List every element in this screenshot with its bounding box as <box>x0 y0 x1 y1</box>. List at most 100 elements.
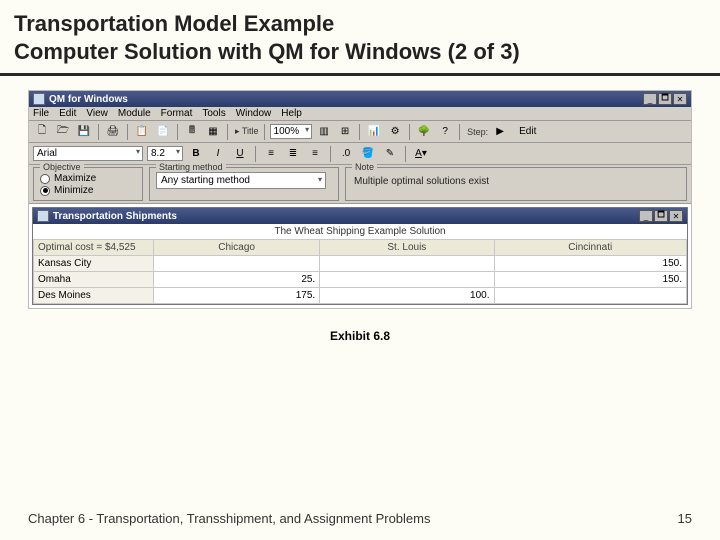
chart-icon[interactable]: 📊 <box>365 123 383 141</box>
maximize-button[interactable]: 🗖 <box>658 93 672 105</box>
menubar: File Edit View Module Format Tools Windo… <box>29 107 691 121</box>
underline-button[interactable]: U <box>231 145 249 163</box>
minimize-button[interactable]: _ <box>643 93 657 105</box>
minimize-label: Minimize <box>54 185 93 196</box>
menu-file[interactable]: File <box>33 108 49 119</box>
fontsize-combo[interactable]: 8.2 <box>147 146 183 161</box>
grid-icon[interactable]: ▥ <box>315 123 333 141</box>
help-icon[interactable]: ? <box>436 123 454 141</box>
table-header-row: Optimal cost = $4,525 Chicago St. Louis … <box>34 240 687 256</box>
app-icon <box>33 93 45 105</box>
table-icon[interactable]: ⊞ <box>336 123 354 141</box>
note-legend: Note <box>352 162 377 172</box>
print-icon[interactable]: 🖨 <box>104 123 122 141</box>
menu-view[interactable]: View <box>86 108 108 119</box>
separator <box>330 146 331 162</box>
subwindow-titlebar: Transportation Shipments _ 🗖 ✕ <box>33 208 687 224</box>
shipments-table: Optimal cost = $4,525 Chicago St. Louis … <box>33 239 687 304</box>
menu-help[interactable]: Help <box>281 108 302 119</box>
menu-module[interactable]: Module <box>118 108 151 119</box>
edit-button[interactable]: Edit <box>512 123 543 141</box>
menu-format[interactable]: Format <box>161 108 193 119</box>
save-icon[interactable]: 💾 <box>75 123 93 141</box>
maximize-radio[interactable] <box>40 174 50 184</box>
starting-legend: Starting method <box>156 162 226 172</box>
decimal-icon[interactable]: .0 <box>337 145 355 163</box>
note-text: Multiple optimal solutions exist <box>352 172 680 191</box>
separator <box>227 124 228 140</box>
calc-icon[interactable]: 🖩 <box>183 123 201 141</box>
starting-combo[interactable]: Any starting method <box>156 172 326 189</box>
footer-left: Chapter 6 - Transportation, Transshipmen… <box>28 511 430 526</box>
objective-legend: Objective <box>40 162 84 172</box>
cell[interactable]: 100. <box>320 288 494 304</box>
main-titlebar: QM for Windows _ 🗖 ✕ <box>29 91 691 107</box>
note-fieldset: Note Multiple optimal solutions exist <box>345 167 687 201</box>
cell[interactable] <box>320 256 494 272</box>
sub-close-button[interactable]: ✕ <box>669 210 683 222</box>
col-chicago: Chicago <box>154 240 320 256</box>
options-row: Objective Maximize Minimize Starting met… <box>29 165 691 204</box>
exhibit-label: Exhibit 6.8 <box>0 329 720 343</box>
sub-maximize-button[interactable]: 🗖 <box>654 210 668 222</box>
separator <box>264 124 265 140</box>
paste-icon[interactable]: 📄 <box>154 123 172 141</box>
italic-button[interactable]: I <box>209 145 227 163</box>
separator <box>409 124 410 140</box>
module-icon[interactable]: ▦ <box>204 123 222 141</box>
cell[interactable] <box>494 288 687 304</box>
fill-icon[interactable]: 🪣 <box>359 145 377 163</box>
subwindow: Transportation Shipments _ 🗖 ✕ The Wheat… <box>32 207 688 305</box>
col-stlouis: St. Louis <box>320 240 494 256</box>
row-label: Kansas City <box>34 256 154 272</box>
separator <box>98 124 99 140</box>
sub-minimize-button[interactable]: _ <box>639 210 653 222</box>
align-right-icon[interactable]: ≡ <box>306 145 324 163</box>
copy-icon[interactable]: 📋 <box>133 123 151 141</box>
zoom-combo[interactable]: 100% <box>270 124 313 139</box>
menu-edit[interactable]: Edit <box>59 108 76 119</box>
step-button[interactable]: ▶ <box>491 123 509 141</box>
col-cincinnati: Cincinnati <box>494 240 687 256</box>
row-label: Omaha <box>34 272 154 288</box>
new-icon[interactable]: 🗋 <box>33 123 51 141</box>
title-line-2: Computer Solution with QM for Windows (2… <box>14 38 706 66</box>
step-label: Step: <box>467 127 488 137</box>
title-line-1: Transportation Model Example <box>14 10 706 38</box>
minimize-radio[interactable] <box>40 186 50 196</box>
starting-fieldset: Starting method Any starting method <box>149 167 339 201</box>
app-title: QM for Windows <box>49 94 128 105</box>
menu-tools[interactable]: Tools <box>202 108 225 119</box>
optimal-cost-cell: Optimal cost = $4,525 <box>34 240 154 256</box>
subwindow-icon <box>37 210 49 222</box>
solve-icon[interactable]: ⚙ <box>386 123 404 141</box>
separator <box>127 124 128 140</box>
cell[interactable]: 25. <box>154 272 320 288</box>
subwindow-caption: The Wheat Shipping Example Solution <box>33 224 687 239</box>
toolbar-1: 🗋 🗁 💾 🖨 📋 📄 🖩 ▦ ▸ Title 100% ▥ ⊞ 📊 ⚙ 🌳 ?… <box>29 121 691 143</box>
footer-right: 15 <box>678 511 692 526</box>
pencil-icon[interactable]: ✎ <box>381 145 399 163</box>
table-row: Omaha 25. 150. <box>34 272 687 288</box>
font-color-icon[interactable]: A▾ <box>412 145 430 163</box>
cell[interactable] <box>320 272 494 288</box>
open-icon[interactable]: 🗁 <box>54 123 72 141</box>
align-left-icon[interactable]: ≡ <box>262 145 280 163</box>
separator <box>405 146 406 162</box>
table-row: Kansas City 150. <box>34 256 687 272</box>
bold-button[interactable]: B <box>187 145 205 163</box>
close-button[interactable]: ✕ <box>673 93 687 105</box>
cell[interactable]: 175. <box>154 288 320 304</box>
cell[interactable]: 150. <box>494 256 687 272</box>
qm-windows-screenshot: QM for Windows _ 🗖 ✕ File Edit View Modu… <box>28 90 692 309</box>
menu-window[interactable]: Window <box>236 108 272 119</box>
cell[interactable]: 150. <box>494 272 687 288</box>
font-combo[interactable]: Arial <box>33 146 143 161</box>
tree-icon[interactable]: 🌳 <box>415 123 433 141</box>
subwindow-title: Transportation Shipments <box>53 211 177 222</box>
cell[interactable] <box>154 256 320 272</box>
slide-footer: Chapter 6 - Transportation, Transshipmen… <box>0 511 720 526</box>
separator <box>255 146 256 162</box>
separator <box>459 124 460 140</box>
align-center-icon[interactable]: ≣ <box>284 145 302 163</box>
